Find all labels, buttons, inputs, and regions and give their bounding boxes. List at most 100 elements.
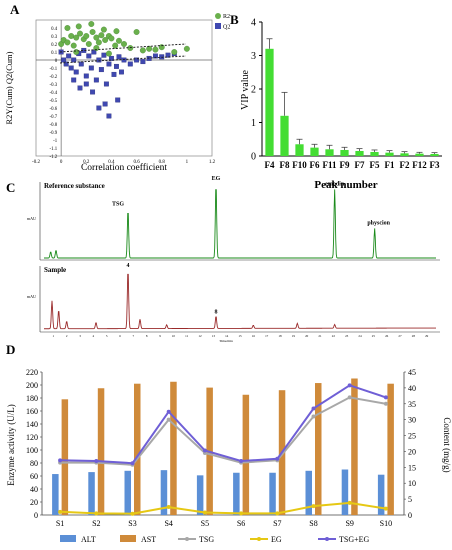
panel-c-x-tick: 5 (106, 334, 108, 338)
alt-bar (52, 474, 59, 515)
legend-marker (120, 535, 136, 542)
series-point (130, 511, 135, 516)
legend-q2-label: Q2 (223, 25, 230, 31)
r2-point (183, 45, 190, 52)
series-point (94, 458, 99, 463)
panel-b-y-tick: 2 (251, 85, 256, 96)
q2-point (101, 52, 107, 58)
panel-c-x-tick: 1 (53, 334, 55, 338)
panel-d-category-label: S8 (309, 519, 317, 528)
panel-a-plot-frame (35, 19, 213, 157)
series-line-tsg (60, 396, 387, 466)
q2-point (111, 71, 117, 77)
panel-a-x-tick: 0 (60, 160, 63, 165)
panel-c-x-tick: 12 (198, 334, 202, 338)
panel-a-x-tick: 0.8 (159, 160, 166, 165)
panel-b-y-tick: 4 (251, 18, 256, 29)
panel-c-x-tick: 10 (172, 334, 176, 338)
panel-a-y-tick: -0.2 (50, 75, 58, 80)
panel-c-x-tick: 20 (305, 334, 309, 338)
panel-b-category-label: F5 (370, 160, 380, 170)
series-point (94, 511, 99, 516)
panel-d-y2-tick: 10 (408, 479, 416, 488)
r2-point (83, 33, 90, 39)
vip-bar (385, 152, 394, 156)
panel-b-category-label: F8 (280, 160, 290, 170)
series-point (383, 401, 388, 406)
panel-b-category-label: F2 (400, 160, 410, 170)
peak-label: TSG (112, 202, 124, 208)
panel-a-y-tick: 0.4 (51, 27, 58, 32)
vip-bar (310, 147, 319, 156)
panel-a-y-tick: -0.8 (50, 123, 58, 128)
panel-b-y-tick: 0 (251, 152, 256, 163)
panel-b-xlabel: Peak number (314, 179, 377, 191)
panel-c-x-tick: 7 (133, 334, 135, 338)
panel-d-y-tick: 100 (26, 446, 38, 455)
r2-point (100, 26, 107, 33)
q2-point (96, 57, 102, 63)
panel-a-letter: A (10, 2, 20, 17)
panel-c-x-tick: 6 (119, 334, 121, 338)
panel-d-y2-tick: 40 (408, 384, 416, 393)
q2-point (90, 89, 96, 95)
ast-bar (351, 378, 358, 515)
r2-point (64, 39, 71, 46)
ast-bar (134, 383, 141, 515)
q2-point (66, 53, 72, 59)
r2-point (171, 49, 178, 55)
panel-a-y-tick: -0.7 (50, 115, 58, 120)
series-line-tsg-eg (60, 384, 387, 465)
panel-d-y-tick: 20 (30, 498, 38, 507)
chromatogram-panel-c: mAU Reference substance TSG EG emodin physcio… (27, 176, 440, 343)
panel-d-y2-tick: 15 (408, 463, 416, 472)
panel-b-letter: B (230, 12, 239, 27)
panel-b-category-label: F7 (355, 160, 365, 170)
vip-bar (430, 153, 439, 156)
q2-point (102, 101, 108, 107)
legend-marker-dot (325, 537, 329, 541)
peak-label: 4 (127, 263, 130, 269)
panel-d-category-label: S3 (128, 519, 136, 528)
series-point (311, 414, 316, 419)
q2-point (108, 55, 114, 61)
legend-marker-dot (185, 537, 189, 541)
panel-c-xlabel: Time/min (219, 339, 233, 343)
series-point (130, 461, 135, 466)
series-point (58, 458, 63, 463)
panel-d-y2-tick: 45 (408, 368, 416, 377)
panel-d-y2-tick: 30 (408, 416, 416, 425)
q2-point (119, 69, 124, 75)
panel-b-y-tick: 3 (251, 51, 256, 62)
panel-c-x-tick: 8 (146, 334, 148, 338)
alt-bar (305, 470, 312, 515)
legend-label: ALT (81, 535, 96, 544)
series-point (383, 506, 388, 511)
ast-bar (315, 383, 322, 515)
panel-d-y-tick: 140 (26, 420, 38, 429)
alt-bar (233, 472, 240, 515)
panel-a-xlabel: Correlation coefficient (81, 162, 167, 173)
panel-d-ylabel: Enzyme activity (U/L) (6, 404, 16, 485)
panel-c-x-tick: 23 (345, 334, 349, 338)
q2-point (106, 61, 112, 67)
series-point (275, 511, 280, 516)
vip-bar (400, 153, 409, 156)
panel-c-x-tick: 15 (238, 334, 242, 338)
legend-label: AST (141, 535, 156, 544)
panel-a-y-tick: 0.2 (51, 43, 58, 48)
panel-b-category-label: F11 (322, 160, 337, 170)
legend-label: TSG (199, 535, 214, 544)
panel-c-x-tick: 29 (425, 334, 429, 338)
q2-point (165, 52, 171, 58)
q2-point (73, 69, 79, 75)
series-point (202, 510, 207, 515)
ast-bar (61, 399, 69, 515)
series-point (347, 500, 352, 505)
panel-d-y-tick: 200 (26, 381, 38, 390)
q2-point (134, 57, 140, 63)
vip-bar (280, 115, 289, 156)
r2-point (102, 37, 109, 43)
r2-point (73, 34, 80, 41)
